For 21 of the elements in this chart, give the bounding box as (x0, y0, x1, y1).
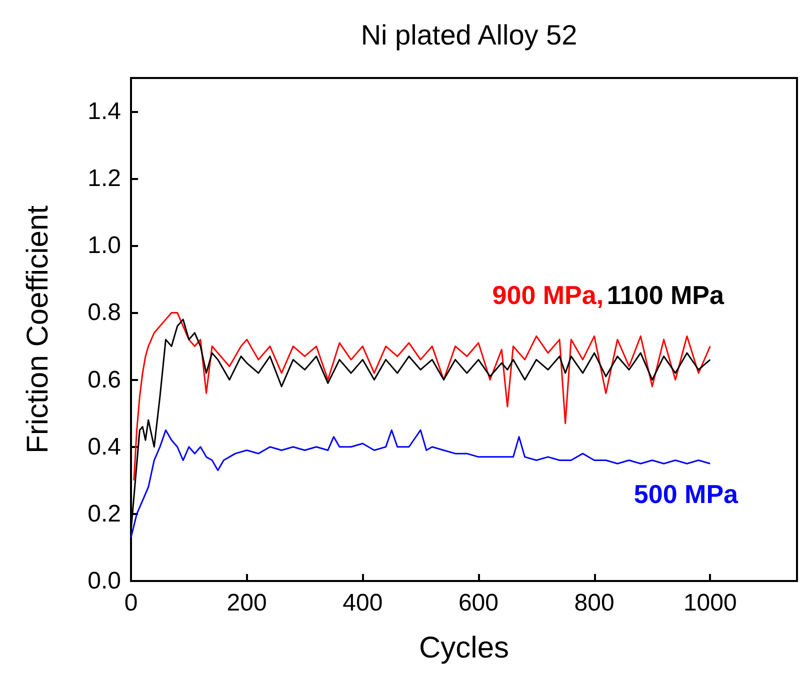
x-tick-label: 0 (124, 590, 138, 616)
chart-title: Ni plated Alloy 52 (360, 20, 578, 50)
line-series (133, 312, 711, 482)
x-tick-label: 200 (226, 590, 267, 616)
y-tick-label: 1.2 (88, 165, 121, 192)
series-label: 900 MPa, (492, 280, 604, 310)
y-tick-label: 0.2 (88, 500, 121, 528)
x-tick-label: 1000 (683, 590, 737, 616)
series-label: 500 MPa (634, 479, 739, 509)
y-tick-label: 1.0 (88, 232, 121, 260)
y-tick-label: 0.8 (88, 299, 121, 326)
y-tick-label: 0.0 (88, 568, 121, 594)
y-tick-label: 0.6 (88, 366, 121, 394)
x-tick-label: 800 (574, 590, 614, 616)
x-tick-label: 600 (458, 590, 498, 616)
x-axis-title: Cycles (418, 632, 510, 664)
y-tick-label: 1.4 (88, 98, 121, 126)
y-axis-title: Friction Coefficient (22, 204, 54, 454)
series-label: 1100 MPa (606, 280, 725, 310)
y-tick-label: 0.4 (88, 433, 121, 460)
x-tick-label: 400 (342, 590, 383, 616)
